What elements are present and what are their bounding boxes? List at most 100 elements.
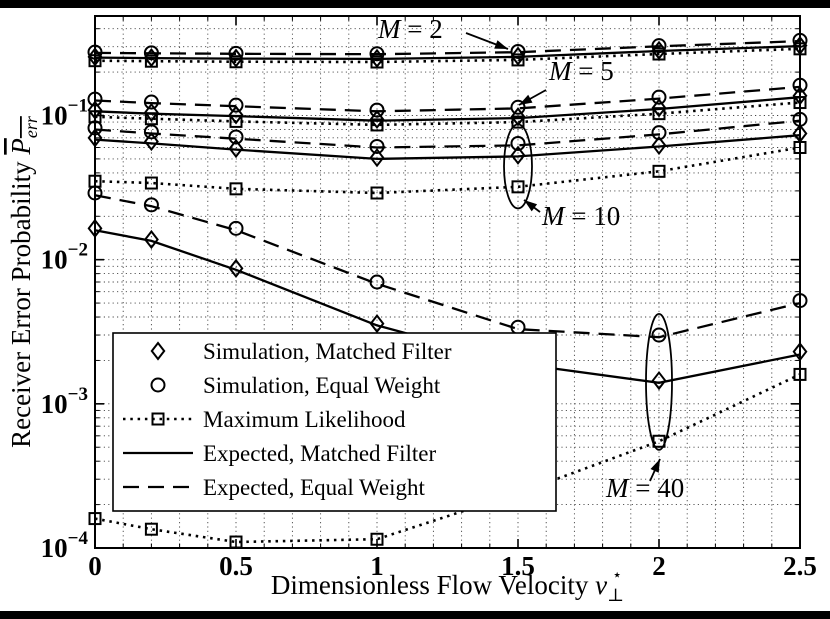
annotation-label: M = 40 — [605, 473, 684, 503]
square-marker-maximum_likelihood-M5 — [229, 114, 243, 128]
x-tick-label: 0 — [88, 551, 102, 581]
x-tick-label: 1.5 — [501, 551, 535, 581]
circle-marker-simulation_equal_weight-M5 — [651, 89, 667, 105]
circle-marker-simulation_equal_weight-M40 — [369, 274, 385, 290]
diamond-marker-simulation_matched_filter-M10 — [143, 131, 159, 152]
legend-box — [112, 332, 557, 512]
diamond-marker-simulation_matched_filter-M2 — [510, 46, 526, 66]
y-axis-label: Receiver Error Probability Perr — [6, 115, 41, 448]
diamond-marker-simulation_matched_filter-M5 — [369, 109, 385, 130]
annotation-arrowhead — [494, 40, 508, 49]
annotation-label: M = 10 — [541, 201, 620, 231]
y-tick-label: 10−2 — [41, 240, 88, 275]
diamond-marker-simulation_matched_filter-M2 — [651, 40, 667, 61]
circle-marker-simulation_equal_weight-M40 — [143, 197, 159, 213]
annotations: M = 2 M = 5 M = 10 M = 40 — [377, 14, 684, 503]
y-tick-label: 10−1 — [41, 96, 88, 131]
legend-circle-icon — [150, 377, 166, 393]
line-expected_equal_weight-M5 — [94, 85, 801, 113]
diamond-marker-simulation_matched_filter-M40 — [143, 229, 159, 250]
diamond-marker-simulation_matched_filter-M2 — [369, 48, 385, 69]
line-maximum_likelihood-M2 — [94, 47, 801, 64]
tick-labels: 0 0.5 1 1.5 2 2.5 10−4 10−3 10−2 10−1 — [41, 96, 817, 581]
diamond-marker-simulation_matched_filter-M40 — [369, 314, 385, 334]
circle-marker-simulation_equal_weight-M5 — [369, 102, 385, 118]
diamond-marker-simulation_matched_filter-M40 — [651, 370, 667, 391]
diamond-marker-simulation_matched_filter-M5 — [143, 102, 159, 123]
diamond-marker-simulation_matched_filter-M5 — [228, 105, 244, 125]
circle-marker-simulation_equal_weight-M10 — [651, 125, 667, 141]
circle-marker-simulation_equal_weight-M2 — [651, 38, 667, 54]
circle-marker-simulation_equal_weight-M10 — [228, 129, 244, 145]
line-expected_matched_filter-M2 — [94, 44, 801, 61]
group-highlight-ellipse — [645, 312, 673, 451]
diamond-marker-simulation_matched_filter-M10 — [651, 135, 667, 156]
axis-labels: Dimensionless Flow Velocity v⊥⋆ Receiver … — [6, 115, 624, 605]
square-marker-maximum_likelihood-M10 — [229, 182, 243, 196]
circle-marker-simulation_equal_weight-M10 — [510, 135, 526, 151]
square-marker-maximum_likelihood-M10 — [511, 180, 525, 194]
legend-label: Expected, Equal Weight — [203, 475, 426, 500]
legend-square-icon — [151, 412, 165, 426]
square-marker-maximum_likelihood-M10 — [370, 186, 384, 200]
x-axis-label: Dimensionless Flow Velocity v⊥⋆ — [271, 567, 624, 605]
legend-label: Maximum Likelihood — [203, 407, 406, 432]
square-marker-maximum_likelihood-M40 — [144, 522, 158, 536]
legend: Simulation, Matched Filter Simulation, Eq… — [112, 332, 557, 512]
annotation-label: M = 5 — [548, 56, 614, 86]
square-marker-maximum_likelihood-M5 — [370, 118, 384, 132]
line-maximum_likelihood-M5 — [94, 101, 801, 127]
top-window-edge — [0, 0, 830, 8]
y-tick-label: 10−4 — [41, 528, 89, 563]
bottom-window-edge — [0, 611, 830, 619]
plot-frame — [94, 15, 801, 549]
x-tick-label: 1 — [370, 551, 384, 581]
diamond-marker-simulation_matched_filter-M10 — [510, 145, 526, 165]
line-maximum_likelihood-M10 — [94, 146, 801, 195]
diamond-marker-simulation_matched_filter-M10 — [369, 148, 385, 168]
circle-marker-simulation_equal_weight-M2 — [369, 46, 385, 62]
diamond-marker-simulation_matched_filter-M5 — [651, 98, 667, 118]
diamond-marker-simulation_matched_filter-M40 — [228, 258, 244, 279]
highlight-ellipses — [503, 123, 673, 451]
circle-marker-simulation_equal_weight-M2 — [143, 45, 159, 61]
group-highlight-ellipse — [503, 123, 533, 210]
annotation-arrowhead — [519, 94, 533, 105]
diamond-marker-simulation_matched_filter-M2 — [143, 48, 159, 68]
legend-label: Expected, Matched Filter — [203, 441, 436, 466]
square-marker-maximum_likelihood-M40 — [652, 434, 666, 448]
legend-label: Simulation, Equal Weight — [203, 373, 441, 398]
line-expected_equal_weight-M40 — [94, 194, 801, 339]
x-tick-label: 2.5 — [783, 551, 817, 581]
circle-marker-simulation_equal_weight-M5 — [510, 99, 526, 115]
square-marker-maximum_likelihood-M40 — [370, 532, 384, 546]
diamond-marker-simulation_matched_filter-M10 — [228, 138, 244, 159]
circle-marker-simulation_equal_weight-M2 — [228, 45, 244, 61]
y-tick-label: 10−3 — [41, 384, 88, 419]
annotation-arrowhead — [524, 200, 538, 212]
square-marker-maximum_likelihood-M5 — [511, 115, 525, 129]
square-marker-maximum_likelihood-M10 — [144, 176, 158, 190]
line-expected_equal_weight-M2 — [94, 39, 801, 56]
legend-diamond-icon — [150, 341, 166, 361]
x-tick-label: 2 — [652, 551, 666, 581]
circle-marker-simulation_equal_weight-M10 — [369, 138, 385, 154]
annotation-label: M = 2 — [377, 14, 443, 44]
line-expected_matched_filter-M40 — [94, 229, 801, 384]
circle-marker-simulation_equal_weight-M40 — [651, 327, 667, 343]
series-markers — [87, 32, 808, 549]
square-marker-maximum_likelihood-M10 — [652, 164, 666, 178]
line-expected_matched_filter-M10 — [94, 134, 801, 161]
square-marker-maximum_likelihood-M5 — [144, 112, 158, 126]
circle-marker-simulation_equal_weight-M5 — [143, 94, 159, 110]
error-probability-chart: Simulation, Matched Filter Simulation, Eq… — [6, 14, 817, 605]
circle-marker-simulation_equal_weight-M10 — [143, 124, 159, 140]
circle-marker-simulation_equal_weight-M40 — [228, 220, 244, 236]
diamond-marker-simulation_matched_filter-M2 — [228, 48, 244, 68]
square-marker-maximum_likelihood-M5 — [652, 107, 666, 121]
annotation-arrowhead — [650, 459, 660, 473]
circle-marker-simulation_equal_weight-M5 — [228, 97, 244, 113]
circle-marker-simulation_equal_weight-M2 — [510, 43, 526, 59]
legend-label: Simulation, Matched Filter — [203, 339, 452, 364]
